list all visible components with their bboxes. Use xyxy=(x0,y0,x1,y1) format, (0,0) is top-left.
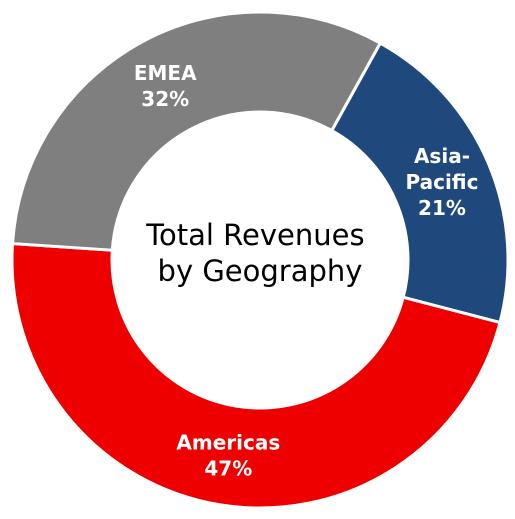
slice-name-emea: EMEA xyxy=(134,61,197,85)
center-title-line-1: Total Revenues xyxy=(145,218,364,252)
center-title: Total Revenues by Geography xyxy=(145,218,374,288)
center-title-line-2: by Geography xyxy=(158,254,363,288)
slice-emea xyxy=(10,10,383,252)
slice-value-americas: 47% xyxy=(204,456,252,480)
slice-name-asia-pacific: Asia- xyxy=(414,144,470,168)
slice-label-asia-pacific: Asia-Pacific 21% xyxy=(405,144,478,220)
slice-asia-pacific xyxy=(329,41,510,325)
slice-label-emea: EMEA 32% xyxy=(134,61,197,111)
slice-value-asia-pacific: 21% xyxy=(418,196,466,220)
slice-value-emea: 32% xyxy=(141,87,189,111)
slice-americas xyxy=(10,241,502,510)
slice-label-americas: Americas 47% xyxy=(176,430,280,480)
donut-slices xyxy=(10,10,510,510)
slice-name-americas: Americas xyxy=(176,430,280,454)
slice-name-asia-pacific: Pacific xyxy=(405,170,478,194)
donut-labels: Asia-Pacific 21% Americas 47% EMEA 32% xyxy=(134,61,479,480)
